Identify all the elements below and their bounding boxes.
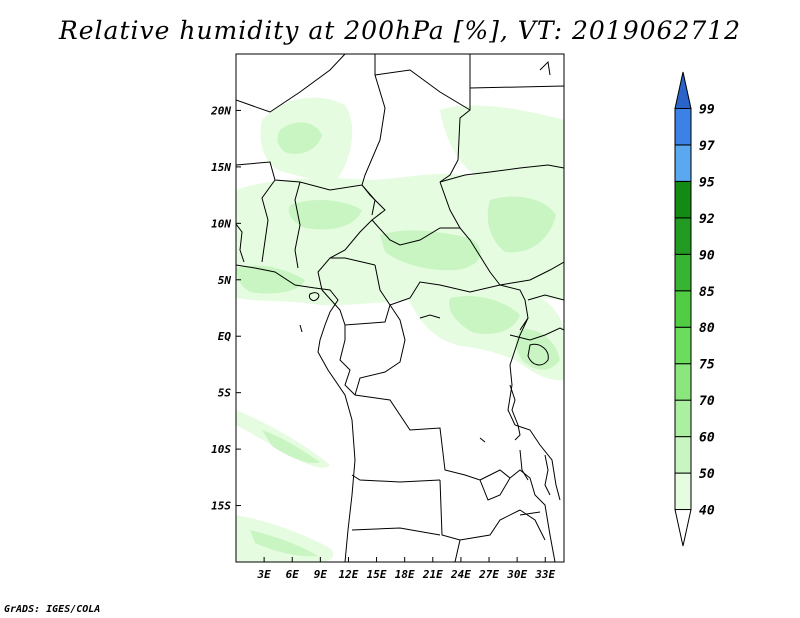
chart-title: Relative humidity at 200hPa [%], VT: 201… xyxy=(58,16,742,45)
lat-tick-label: 10S xyxy=(211,443,231,456)
grads-credit: GrADS: IGES/COLA xyxy=(4,604,101,615)
colorbar-label: 80 xyxy=(699,321,715,336)
colorbar-label: 70 xyxy=(699,394,715,409)
lat-tick-label: EQ xyxy=(218,330,232,343)
lon-tick-label: 15E xyxy=(367,568,387,581)
colorbar-label: 97 xyxy=(699,139,715,154)
lat-tick-label: 10N xyxy=(211,217,231,230)
colorbar-box xyxy=(674,253,692,292)
colorbar-box xyxy=(674,144,692,182)
colorbar-label: 85 xyxy=(699,285,715,300)
colorbar-label: 60 xyxy=(699,431,715,446)
colorbar-label: 92 xyxy=(699,212,715,227)
colorbar-label: 75 xyxy=(699,358,715,373)
lon-tick-label: 27E xyxy=(478,568,499,581)
colorbar-box xyxy=(674,180,692,219)
lon-tick-label: 24E xyxy=(450,568,471,581)
lat-tick-label: 20N xyxy=(210,104,231,117)
lon-tick-label: 12E xyxy=(339,568,359,581)
colorbar-label: 99 xyxy=(699,102,715,117)
map-axes: 3E 6E 9E 12E 15E 18E 21E 24E 27E 30E 33E 20N 15N 10N 5… xyxy=(210,104,555,581)
lon-tick-label: 21E xyxy=(422,568,443,581)
lon-tick-label: 6E xyxy=(286,568,300,581)
country-borders xyxy=(236,54,564,562)
lon-tick-label: 30E xyxy=(506,568,527,581)
colorbar-box xyxy=(674,290,692,328)
lon-tick-label: 9E xyxy=(314,568,328,581)
colorbar-label: 90 xyxy=(699,248,715,263)
colorbar-box xyxy=(674,399,692,438)
colorbar-label: 40 xyxy=(699,504,715,519)
colorbar-box xyxy=(674,472,692,511)
lat-tick-label: 5N xyxy=(218,274,232,287)
humidity-fill xyxy=(236,97,564,562)
colorbar-box xyxy=(674,107,692,146)
lon-tick-label: 18E xyxy=(395,568,415,581)
colorbar-box xyxy=(674,509,692,547)
lat-tick-label: 15N xyxy=(211,161,231,174)
colorbar-box xyxy=(674,326,692,365)
colorbar-box xyxy=(674,363,692,401)
colorbar-box xyxy=(674,217,692,255)
colorbar-label: 95 xyxy=(699,175,715,190)
lat-tick-label: 5S xyxy=(218,387,232,400)
lon-tick-label: 3E xyxy=(256,568,271,581)
map-frame xyxy=(235,53,565,563)
lat-tick-label: 15S xyxy=(211,500,231,513)
colorbar-box xyxy=(674,71,692,109)
colorbar-label: 50 xyxy=(699,467,715,482)
lon-tick-label: 33E xyxy=(534,568,555,581)
colorbar-box xyxy=(674,436,692,474)
